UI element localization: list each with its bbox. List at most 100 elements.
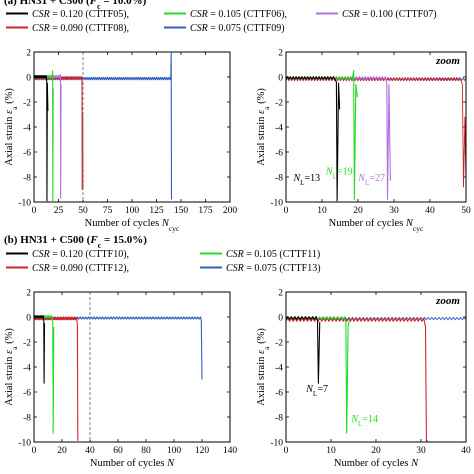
b-right-zoom-label: zoom	[435, 295, 460, 307]
a-right-xtick-label-4: 40	[425, 206, 435, 216]
b-right-series-cttf10	[285, 316, 321, 384]
b-left-xtick-label-0: 0	[32, 446, 37, 456]
b-right-xlabel: Number of cycles N	[334, 458, 419, 469]
b-right-ytick-label-0: 2	[278, 289, 283, 299]
a-legend-label-2: CSR = 0.100 (CTTF07)	[342, 9, 437, 20]
a-left-series-cttf08	[33, 76, 84, 191]
a-legend-label-4: CSR = 0.075 (CTTF09)	[190, 23, 285, 34]
a-right-ytick-label-1: 0	[278, 74, 283, 84]
panel-a-title: (a) HN31 + C500 (Fc = 10.0%)	[4, 0, 147, 11]
a-left-ytick-label-3: -4	[23, 124, 31, 134]
b-right-xtick-label-2: 20	[371, 446, 381, 456]
a-left-axes	[33, 51, 231, 203]
b-left-xtick-label-6: 120	[195, 446, 210, 456]
b-right-ytick-label-2: -2	[275, 339, 283, 349]
a-right-xtick-label-1: 10	[317, 206, 327, 216]
b-right-frame	[285, 291, 467, 443]
b-right-label-0: NL=7	[305, 384, 328, 398]
b-left-xtick-label-1: 20	[57, 446, 67, 456]
b-left-frame	[33, 291, 231, 443]
a-left-xtick-label-4: 100	[125, 206, 140, 216]
a-right-xtick-label-0: 0	[284, 206, 289, 216]
b-left-ylabel: Axial strain εa (%)	[4, 328, 19, 406]
a-legend-label-0: CSR = 0.120 (CTTF05),	[32, 9, 129, 20]
a-right-ytick-label-3: -4	[275, 124, 283, 134]
a-right-label-0: NL=13	[292, 173, 320, 187]
a-right-zoom-label: zoom	[435, 55, 460, 67]
b-right-xtick-label-4: 40	[461, 446, 471, 456]
b-right-ylabel: Axial strain εa (%)	[256, 328, 271, 406]
b-left-series-cttf10	[33, 315, 46, 384]
a-right-ytick-label-2: -2	[275, 99, 283, 109]
b-left-ytick-label-0: 2	[26, 289, 31, 299]
a-left-series-cttf09	[33, 52, 173, 200]
b-left-series-cttf13	[33, 316, 203, 380]
b-left-xlabel: Number of cycles N	[90, 458, 175, 469]
b-left-ytick-label-4: -6	[23, 389, 31, 399]
a-left-frame	[33, 51, 231, 203]
b-right-ytick-label-3: -4	[275, 364, 283, 374]
b-right-ytick-label-5: -8	[275, 414, 283, 424]
a-left-xtick-label-5: 125	[149, 206, 164, 216]
a-right-ytick-label-6: -10	[270, 199, 283, 209]
a-left-xtick-label-0: 0	[32, 206, 37, 216]
a-left-series-cttf06	[33, 70, 54, 202]
b-right-series-cttf12	[285, 317, 428, 442]
b-left-xtick-label-2: 40	[85, 446, 95, 456]
b-left-ytick-label-1: 0	[26, 314, 31, 324]
a-right-ylabel: Axial strain εa (%)	[256, 88, 271, 166]
a-right-frame	[285, 51, 467, 203]
b-legend-label-3: CSR = 0.075 (CTTF13)	[226, 263, 321, 274]
b-right-xtick-label-1: 10	[326, 446, 336, 456]
b-left-series-cttf12	[33, 316, 79, 441]
a-right-label-1: NL=19	[325, 167, 353, 181]
b-left-xtick-label-7: 140	[223, 446, 238, 456]
b-left-xtick-label-4: 80	[141, 446, 151, 456]
b-right-label-1: NL=14	[350, 414, 378, 428]
a-left-ytick-label-6: -10	[18, 199, 31, 209]
a-left-ytick-label-1: 0	[26, 74, 31, 84]
a-right-xtick-label-3: 30	[389, 206, 399, 216]
b-left-ytick-label-5: -8	[23, 414, 31, 424]
a-left-xtick-label-1: 25	[54, 206, 64, 216]
a-right-xtick-label-5: 50	[461, 206, 471, 216]
b-left-ytick-label-6: -10	[18, 439, 31, 449]
a-right-ytick-label-4: -6	[275, 149, 283, 159]
b-left-xtick-label-3: 60	[113, 446, 123, 456]
a-left-xtick-label-7: 175	[198, 206, 213, 216]
b-right-ytick-label-4: -6	[275, 389, 283, 399]
a-right-series-cttf05	[285, 76, 341, 202]
a-left-xtick-label-6: 150	[174, 206, 189, 216]
a-left-xlabel: Number of cycles Ncyc	[85, 218, 180, 233]
a-legend-label-3: CSR = 0.090 (CTTF08),	[32, 23, 129, 34]
a-left-ytick-label-5: -8	[23, 174, 31, 184]
b-left-ytick-label-3: -4	[23, 364, 31, 374]
b-right-xtick-label-3: 30	[416, 446, 426, 456]
a-left-ytick-label-0: 2	[26, 49, 31, 59]
a-right-ytick-label-0: 2	[278, 49, 283, 59]
b-right-xtick-label-0: 0	[284, 446, 289, 456]
a-legend-label-1: CSR = 0.105 (CTTF06),	[190, 9, 287, 20]
a-left-ylabel: Axial strain εa (%)	[4, 88, 19, 166]
b-left-xtick-label-5: 100	[167, 446, 182, 456]
a-right-xlabel: Number of cycles Ncyc	[329, 218, 424, 233]
a-left-xtick-label-8: 200	[223, 206, 238, 216]
b-left-ytick-label-2: -2	[23, 339, 31, 349]
b-legend-label-1: CSR = 0.105 (CTTF11)	[226, 249, 320, 260]
a-right-xtick-label-2: 20	[353, 206, 363, 216]
a-left-series-cttf05	[33, 75, 49, 202]
a-left-xtick-label-2: 50	[78, 206, 88, 216]
a-right-label-2: NL=27	[357, 173, 385, 187]
a-right-ytick-label-5: -8	[275, 174, 283, 184]
b-legend-label-2: CSR = 0.090 (CTTF12),	[32, 263, 129, 274]
a-left-ytick-label-4: -6	[23, 149, 31, 159]
b-right-ytick-label-1: 0	[278, 314, 283, 324]
b-left-axes	[33, 291, 231, 443]
b-right-ytick-label-6: -10	[270, 439, 283, 449]
a-left-ytick-label-2: -2	[23, 99, 31, 109]
a-left-xtick-label-3: 75	[103, 206, 113, 216]
b-legend-label-0: CSR = 0.120 (CTTF10),	[32, 249, 129, 260]
a-right-series-cttf08	[285, 77, 467, 188]
panel-b-title: (b) HN31 + C500 (Fc = 15.0%)	[4, 234, 147, 250]
